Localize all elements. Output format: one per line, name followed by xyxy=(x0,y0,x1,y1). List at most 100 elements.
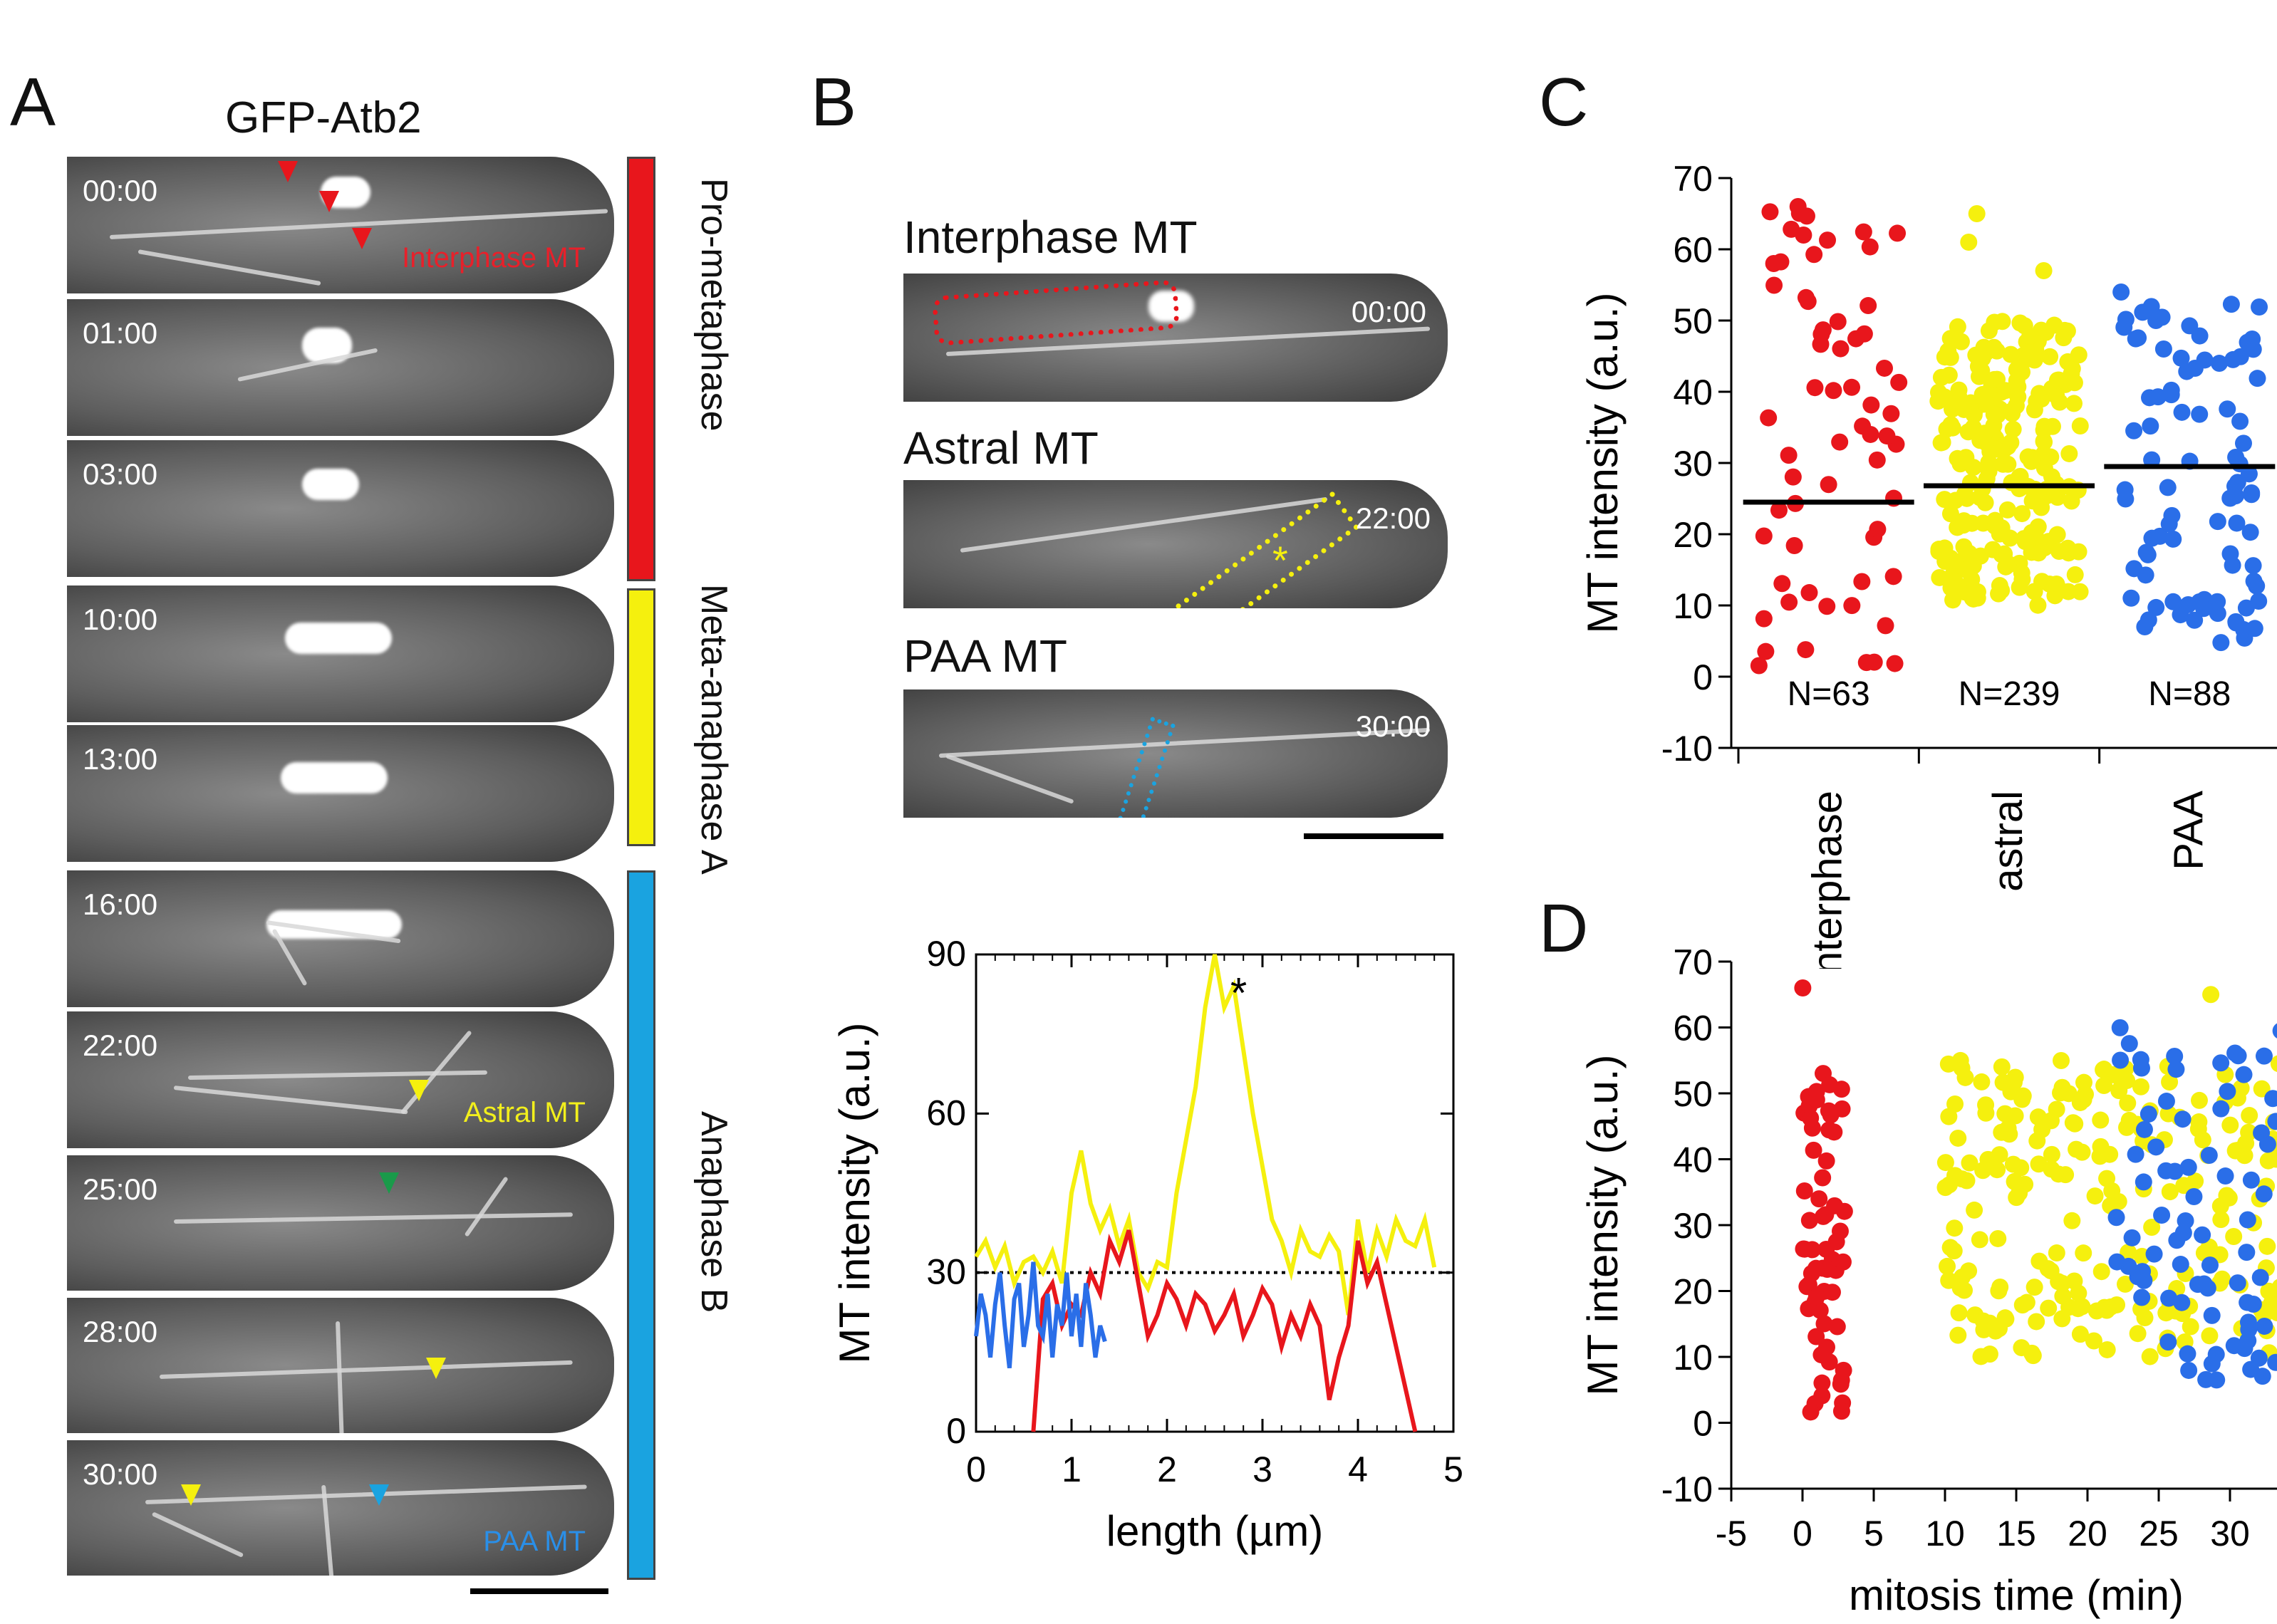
scatter-point-astral xyxy=(1981,1345,1998,1363)
scatter-point-astral xyxy=(2018,1294,2035,1311)
scatter-point-interphase xyxy=(1829,313,1847,330)
scatter-point-interphase xyxy=(1800,584,1818,602)
y-tick-label: 10 xyxy=(1673,1338,1713,1378)
scatter-point-paa xyxy=(2172,1256,2189,1274)
scatter-point-astral xyxy=(1936,553,1954,571)
scatter-point-PAA xyxy=(2181,317,2199,335)
scatter-point-PAA xyxy=(2248,577,2266,595)
scatter-point-astral xyxy=(1961,474,1979,491)
scatter-point-astral xyxy=(1939,1257,1956,1275)
scatter-point-astral xyxy=(2050,371,2068,389)
x-tick-label: -5 xyxy=(1716,1514,1747,1553)
scatter-point-astral xyxy=(1949,1326,1967,1344)
scatter-point-paa xyxy=(2133,1289,2151,1306)
scatter-point-astral xyxy=(1954,516,1972,534)
scatter-point-astral xyxy=(2043,468,2060,486)
scatter-point-interphase xyxy=(1820,476,1837,494)
scatter-point-astral xyxy=(1999,1120,2017,1138)
x-tick-label: 15 xyxy=(1996,1514,2036,1553)
scatter-point-paa xyxy=(2145,1245,2163,1263)
scatter-point-astral xyxy=(2211,1197,2229,1215)
scatter-point-PAA xyxy=(2162,381,2180,399)
scatter-point-interphase xyxy=(1757,642,1775,660)
scatter-point-paa xyxy=(2272,1023,2277,1039)
scatter-point-PAA xyxy=(2212,634,2230,652)
scatter-point-astral xyxy=(2175,1177,2193,1194)
arrowhead-marker xyxy=(181,1484,201,1506)
scatter-point-astral xyxy=(1936,1154,1954,1172)
scatter-point-astral xyxy=(2042,1262,2060,1280)
arrowhead-marker xyxy=(409,1080,429,1101)
phase-label-anaphase-b: Anaphase B xyxy=(693,1111,735,1313)
y-tick-label: 90 xyxy=(926,934,966,974)
scatter-point-astral xyxy=(1993,1058,2011,1076)
scatter-point-interphase xyxy=(1760,409,1778,427)
scatter-point-astral xyxy=(2008,360,2026,378)
scatter-point-astral xyxy=(2259,1152,2277,1170)
scatter-point-PAA xyxy=(2243,484,2261,501)
frame-timestamp: 13:00 xyxy=(83,742,158,776)
scatter-point-astral xyxy=(2065,395,2083,412)
scatter-point-paa xyxy=(2267,1113,2277,1130)
scatter-point-astral xyxy=(1941,1239,1959,1256)
scatter-point-astral xyxy=(2004,420,2022,438)
frame-timestamp: 22:00 xyxy=(83,1029,158,1062)
scatter-point-interphase xyxy=(1815,1315,1833,1333)
scatter-point-PAA xyxy=(2186,360,2204,378)
scatter-point-interphase xyxy=(1812,335,1830,353)
scatter-point-interphase xyxy=(1799,293,1817,311)
scatter-point-astral xyxy=(1986,370,2003,388)
scatter-point-interphase xyxy=(1832,1371,1850,1389)
scatter-point-interphase xyxy=(1795,1182,1813,1199)
scatter-point-astral xyxy=(1955,538,1973,556)
scatter-point-paa xyxy=(2229,1274,2246,1292)
frame-25-00: 25:00 xyxy=(67,1155,614,1291)
scatter-point-interphase xyxy=(1810,1190,1828,1208)
scatter-point-paa xyxy=(2203,1355,2221,1373)
scatter-point-paa xyxy=(2120,1035,2138,1053)
b-title-interphase: Interphase MT xyxy=(903,212,1198,263)
scatter-point-interphase xyxy=(1828,1318,1846,1336)
scatter-point-astral xyxy=(1950,1304,1968,1322)
frame-label: PAA MT xyxy=(483,1526,586,1557)
y-tick-label: 20 xyxy=(1673,515,1713,555)
scatter-point-astral xyxy=(1958,1172,1976,1190)
scatter-point-PAA xyxy=(2250,592,2268,610)
scatter-point-astral xyxy=(1974,1312,1992,1330)
scatter-point-interphase xyxy=(1773,575,1791,593)
scatter-point-paa xyxy=(2200,1147,2218,1165)
scatter-point-astral xyxy=(1991,525,2008,543)
scatter-point-astral xyxy=(2060,444,2078,462)
scatter-point-interphase xyxy=(1817,1152,1835,1170)
scatter-point-PAA xyxy=(2159,479,2177,496)
scatter-point-astral xyxy=(1993,581,2011,599)
scatter-point-interphase xyxy=(1755,610,1773,628)
frame-03-00: 03:00 xyxy=(67,440,614,577)
scatter-point-interphase xyxy=(1755,527,1773,545)
scatter-point-astral xyxy=(1971,1231,1988,1249)
scatter-point-astral xyxy=(1951,455,1969,473)
y-axis-label: MT intensity (a.u.) xyxy=(1579,1054,1627,1395)
scatter-point-astral xyxy=(1946,1095,1964,1113)
scatter-point-paa xyxy=(2194,1226,2211,1244)
scatter-point-astral xyxy=(2271,1279,2277,1295)
x-tick-label: 0 xyxy=(1793,1514,1812,1553)
scatter-point-astral xyxy=(1999,555,2017,573)
x-tick-label: 5 xyxy=(1864,1514,1884,1553)
scatter-point-astral xyxy=(2141,1348,2159,1365)
scatter-point-astral xyxy=(2043,417,2061,435)
scatter-point-astral xyxy=(2098,1301,2116,1319)
b-time-paa: 30:00 xyxy=(1355,709,1431,743)
scatter-point-astral xyxy=(2241,1107,2258,1125)
scatter-point-astral xyxy=(2028,1313,2045,1331)
x-tick-label: 3 xyxy=(1252,1449,1272,1489)
scatter-point-PAA xyxy=(2231,455,2249,473)
scatter-point-astral xyxy=(1946,491,1964,509)
scatter-point-PAA xyxy=(2137,543,2155,561)
scatter-point-paa xyxy=(2111,1019,2129,1036)
scatter-point-astral xyxy=(1986,511,2004,529)
scatter-point-interphase xyxy=(1854,417,1872,435)
scatter-point-interphase xyxy=(1875,359,1893,377)
scatter-point-paa xyxy=(2219,1083,2236,1100)
scatter-point-astral xyxy=(2063,492,2080,510)
